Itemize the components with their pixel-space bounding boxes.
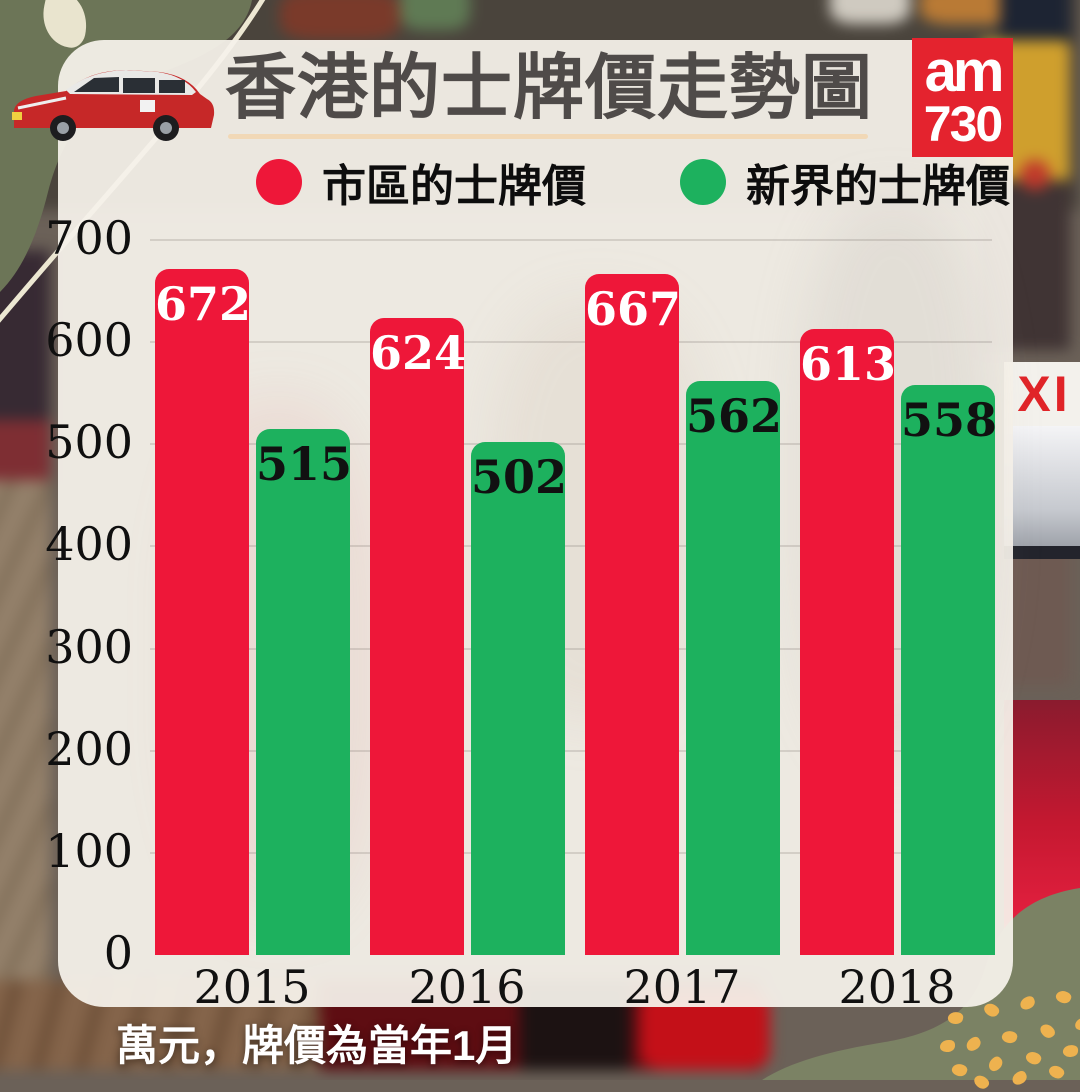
legend-dot-nt <box>680 159 726 205</box>
gridline-100 <box>150 851 992 854</box>
x-axis-label-2015: 2015 <box>193 960 311 1014</box>
photo-taxi-roof-sign: XI <box>1004 362 1080 426</box>
bar-nt-2015: 515 <box>256 428 353 955</box>
legend-label-nt: 新界的士牌價 <box>746 162 1010 211</box>
bar-value-label: 515 <box>256 436 353 491</box>
chart-title: 香港的士牌價走勢圖 <box>225 49 874 128</box>
gridline-600 <box>150 341 992 344</box>
unit-note: 萬元，牌價為當年1月 <box>116 1022 518 1069</box>
bar-nt-2016: 502 <box>471 442 568 955</box>
photo-window-edge <box>1004 546 1080 559</box>
bar-value-label: 667 <box>585 281 682 336</box>
y-axis-tick-500: 500 <box>45 415 133 470</box>
gridline-700 <box>150 239 992 241</box>
bar-value-label: 558 <box>901 393 998 448</box>
bar-value-label: 672 <box>155 276 252 331</box>
x-axis-label-2017: 2017 <box>623 960 741 1014</box>
bar-value-label: 502 <box>471 450 568 505</box>
chart-legend: 市區的士牌價 新界的士牌價 <box>256 150 1010 214</box>
photo-taxi-roof <box>1004 426 1080 546</box>
bar-value-label: 562 <box>686 388 783 443</box>
gridline-400 <box>150 545 992 548</box>
bar-nt-2018: 558 <box>901 385 998 955</box>
legend-item-nt: 新界的士牌價 <box>680 150 1010 214</box>
taxi-sign-text: XI <box>1017 366 1071 422</box>
legend-item-urban: 市區的士牌價 <box>256 150 586 214</box>
title-underline <box>228 134 868 139</box>
x-axis-label-2016: 2016 <box>408 960 526 1014</box>
bar-urban-2015: 672 <box>155 268 252 955</box>
bar-urban-2018: 613 <box>800 328 897 955</box>
legend-label-urban: 市區的士牌價 <box>322 162 586 211</box>
bar-value-label: 613 <box>800 336 897 391</box>
legend-dot-urban <box>256 159 302 205</box>
y-axis-tick-300: 300 <box>45 619 133 674</box>
bar-urban-2017: 667 <box>585 273 682 955</box>
bar-urban-2016: 624 <box>370 317 467 955</box>
y-axis-tick-100: 100 <box>45 823 133 878</box>
am730-logo-730: 730 <box>923 96 1003 152</box>
am730-logo: am 730 <box>912 38 1013 157</box>
gridline-200 <box>150 749 992 752</box>
y-axis-tick-400: 400 <box>45 517 133 572</box>
gridline-300 <box>150 647 992 650</box>
x-axis-label-2018: 2018 <box>838 960 956 1014</box>
y-axis-tick-200: 200 <box>45 721 133 776</box>
bar-value-label: 624 <box>370 325 467 380</box>
y-axis-tick-600: 600 <box>45 313 133 368</box>
am730-logo-am: am <box>924 39 1005 104</box>
bar-nt-2017: 562 <box>686 380 783 955</box>
y-axis-tick-0: 0 <box>103 926 133 980</box>
y-axis-tick-700: 700 <box>45 211 133 265</box>
gridline-500 <box>150 443 992 446</box>
